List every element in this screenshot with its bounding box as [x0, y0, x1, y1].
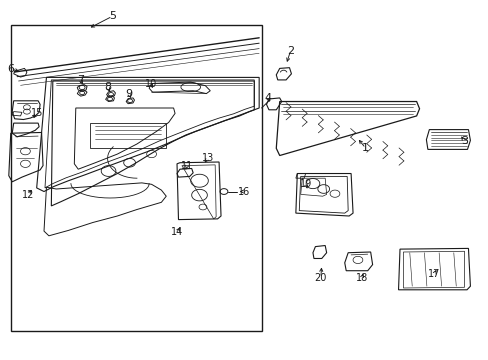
Text: 4: 4 [264, 93, 271, 103]
Text: 17: 17 [427, 269, 440, 279]
Text: 20: 20 [314, 273, 326, 283]
Text: 18: 18 [355, 273, 367, 283]
Text: 14: 14 [170, 227, 183, 237]
Text: 10: 10 [144, 78, 157, 89]
Text: 19: 19 [299, 179, 312, 189]
Text: 9: 9 [125, 89, 132, 99]
Text: 8: 8 [104, 82, 111, 93]
Text: 3: 3 [460, 136, 467, 146]
Text: 1: 1 [362, 143, 368, 153]
Text: 7: 7 [77, 75, 84, 85]
Text: 13: 13 [201, 153, 214, 163]
Text: 6: 6 [7, 64, 14, 74]
Text: 2: 2 [286, 46, 293, 56]
Text: 11: 11 [180, 161, 193, 171]
Text: 15: 15 [30, 108, 43, 118]
Text: 5: 5 [109, 11, 116, 21]
Text: 12: 12 [22, 190, 35, 200]
Text: 16: 16 [238, 186, 250, 197]
